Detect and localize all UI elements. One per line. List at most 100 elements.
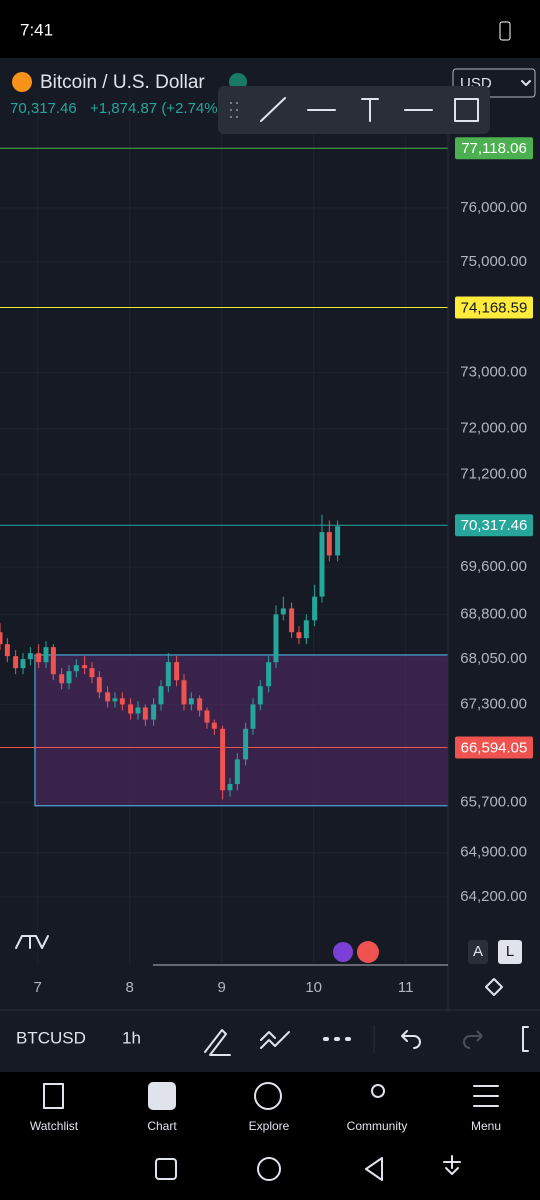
y-tick-label: 72,000.00 xyxy=(460,420,527,437)
fullscreen-button[interactable] xyxy=(522,1026,529,1052)
price-label: 66,594.05 xyxy=(461,739,528,756)
event-flag[interactable] xyxy=(333,942,353,962)
nav-label[interactable]: Community xyxy=(347,1119,408,1133)
candle-body xyxy=(105,692,111,702)
candle-body xyxy=(89,668,95,678)
nav-label[interactable]: Watchlist xyxy=(30,1119,79,1133)
candle-body xyxy=(266,662,272,687)
candle-body xyxy=(181,680,187,705)
redo-button[interactable] xyxy=(463,1030,483,1049)
candle-body xyxy=(158,686,164,705)
candle-body xyxy=(211,722,217,729)
symbol-button[interactable]: BTCUSD xyxy=(16,1028,86,1047)
logo xyxy=(15,935,49,949)
candle-body xyxy=(234,759,240,785)
nav-labels: Watchlist Chart Explore Community Menu xyxy=(30,1119,501,1133)
drawing-toolbar xyxy=(218,86,490,134)
candle-body xyxy=(250,704,256,729)
clock: 7:41 xyxy=(20,20,53,39)
candle-body xyxy=(273,614,279,663)
explore-icon[interactable] xyxy=(254,1082,282,1110)
event-flag[interactable] xyxy=(357,941,379,963)
chevron xyxy=(521,80,531,86)
nav-label[interactable]: Menu xyxy=(471,1119,501,1133)
candle-body xyxy=(312,596,318,621)
candle-body xyxy=(82,665,88,669)
candle-body xyxy=(174,662,180,681)
price-axis: 64,200.00 64,900.00 65,700.00 67,300.00 68,0… xyxy=(455,137,533,905)
candle-body xyxy=(96,677,102,693)
settings-icon[interactable] xyxy=(485,978,503,996)
candle-body xyxy=(335,526,341,556)
x-tick-label: 9 xyxy=(218,979,226,996)
y-tick-label: 64,900.00 xyxy=(460,844,527,861)
price-label-bg xyxy=(455,296,533,319)
chart-icon[interactable] xyxy=(148,1082,176,1110)
candle-body xyxy=(73,665,79,672)
coin-icon xyxy=(12,72,32,92)
time-axis: 7 8 9 10 11 xyxy=(34,979,414,996)
price-change: +1,874.87 (+2.74%) xyxy=(90,100,223,117)
nav-label[interactable]: Chart xyxy=(147,1119,177,1133)
y-tick-label: 69,600.00 xyxy=(460,558,527,575)
candle-body xyxy=(50,647,56,675)
candle-body xyxy=(326,532,332,556)
auto-scale-button[interactable] xyxy=(468,940,488,964)
indicators-button[interactable] xyxy=(260,1031,290,1049)
candle-body xyxy=(319,532,325,597)
auto-scale-label[interactable]: A xyxy=(473,943,483,960)
candle-body xyxy=(204,710,210,723)
candle-body xyxy=(59,674,65,684)
drag-handle[interactable] xyxy=(230,102,238,118)
y-tick-label: 68,050.00 xyxy=(460,650,527,667)
candle-body xyxy=(227,784,233,791)
candle-body xyxy=(303,620,309,639)
candle-body xyxy=(66,671,72,684)
y-tick-label: 68,800.00 xyxy=(460,605,527,622)
y-tick-label: 67,300.00 xyxy=(460,695,527,712)
system-recents[interactable] xyxy=(155,1158,177,1180)
candle-body xyxy=(135,707,141,714)
system-nav-toggle[interactable] xyxy=(443,1155,461,1175)
y-tick-label: 64,200.00 xyxy=(460,888,527,905)
candle-body xyxy=(128,704,134,714)
log-scale-label[interactable]: L xyxy=(506,943,514,960)
log-scale-button[interactable] xyxy=(498,940,522,964)
battery xyxy=(499,21,511,41)
trend-line-tool[interactable] xyxy=(260,97,286,122)
candle-body xyxy=(296,632,302,639)
x-tick-label: 10 xyxy=(305,979,322,996)
candle-body xyxy=(112,698,118,702)
interval-button[interactable]: 1h xyxy=(122,1028,141,1047)
rectangle-tool[interactable] xyxy=(454,98,479,122)
nav-label[interactable]: Explore xyxy=(249,1119,290,1133)
price-label: 70,317.46 xyxy=(461,517,528,534)
candle-body xyxy=(27,653,33,660)
undo-button[interactable] xyxy=(401,1030,421,1049)
system-back[interactable] xyxy=(365,1157,383,1181)
candle-body xyxy=(142,707,148,720)
candle-body xyxy=(243,728,249,760)
candle-body xyxy=(188,698,194,705)
system-home[interactable] xyxy=(257,1157,281,1181)
nav-bar xyxy=(0,1072,540,1200)
candle-body xyxy=(257,686,263,705)
price-label-bg xyxy=(455,736,533,759)
candle-body xyxy=(165,662,171,687)
draw-button[interactable] xyxy=(204,1029,231,1056)
x-tick-label: 11 xyxy=(398,979,414,996)
menu-icon[interactable] xyxy=(473,1085,499,1107)
zone xyxy=(34,654,449,807)
candle-body xyxy=(20,659,26,669)
community-icon[interactable] xyxy=(371,1084,385,1098)
candle-body xyxy=(151,704,157,720)
y-tick-label: 73,000.00 xyxy=(460,363,527,380)
text-tool[interactable] xyxy=(361,98,379,122)
candle-body xyxy=(220,728,226,791)
candle-body xyxy=(43,647,49,663)
price-label-bg xyxy=(455,137,533,160)
candle-body xyxy=(280,608,286,615)
x-tick-label: 7 xyxy=(34,979,42,996)
watchlist-icon[interactable] xyxy=(43,1083,64,1109)
